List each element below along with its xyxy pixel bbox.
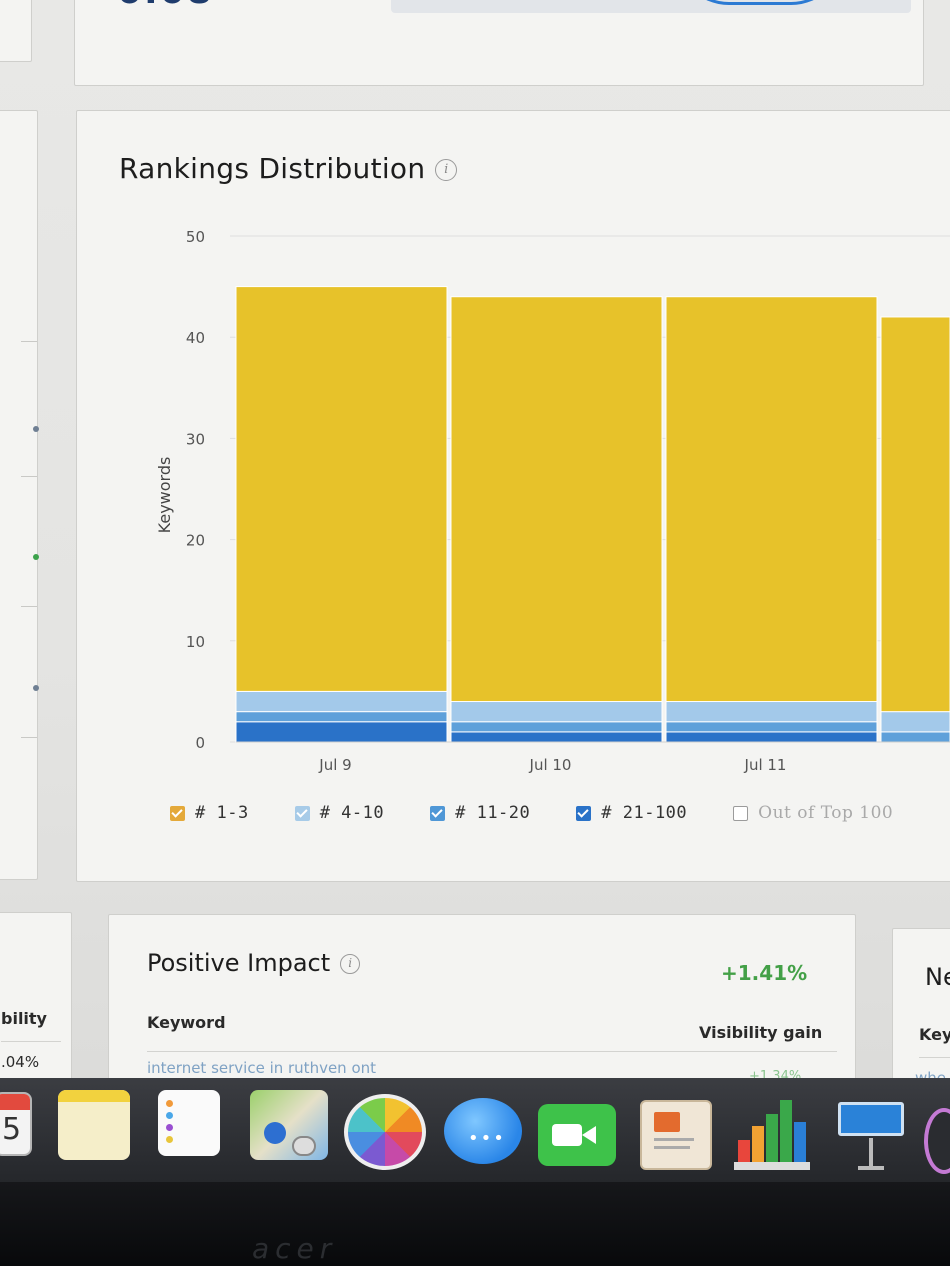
bar-segment — [665, 731, 878, 743]
bar-segment — [665, 721, 878, 733]
legend-checkbox[interactable] — [170, 805, 185, 821]
pages-icon[interactable] — [640, 1100, 712, 1170]
legend-label: # 4-10 — [319, 803, 385, 823]
legend-item[interactable]: # 11-20 — [430, 803, 530, 823]
left-trend-card — [0, 110, 39, 880]
trend-point — [33, 554, 39, 560]
rankings-title: Rankings Distribution i — [119, 152, 458, 185]
visibility-value: 0.08 — [117, 0, 214, 12]
right-col-header: Key — [919, 1025, 950, 1044]
negative-impact-card: Ne Key whe — [892, 928, 950, 1080]
bar-segment — [880, 316, 950, 713]
visibility-card: 0.08 — [74, 0, 924, 86]
positive-impact-title: Positive Impact i — [147, 949, 361, 977]
positive-impact-title-text: Positive Impact — [147, 949, 331, 977]
y-tick-label: 50 — [186, 228, 205, 246]
y-tick-label: 40 — [186, 329, 205, 347]
y-tick-label: 0 — [195, 734, 205, 752]
messages-icon[interactable]: ••• — [444, 1098, 522, 1164]
visibility-gain-column-header[interactable]: Visibility gain — [699, 1023, 823, 1042]
keynote-icon[interactable] — [834, 1100, 908, 1172]
monitor-brand-logo: acer — [252, 1232, 338, 1265]
photos-icon[interactable] — [344, 1094, 426, 1170]
y-axis-label: Keywords — [155, 457, 174, 534]
left-col-value: .04% — [1, 1053, 40, 1071]
legend-label: # 11-20 — [455, 803, 531, 823]
info-icon[interactable]: i — [340, 954, 361, 974]
bar-segment — [450, 701, 663, 723]
calendar-day: 5 — [2, 1112, 22, 1147]
y-tick-label: 20 — [186, 532, 205, 550]
bar-segment — [880, 711, 950, 733]
rankings-title-text: Rankings Distribution — [119, 152, 426, 185]
bar-segment — [880, 731, 950, 743]
bar-segment — [450, 721, 663, 733]
facetime-icon[interactable] — [538, 1104, 616, 1166]
left-col-header: bility — [1, 1009, 47, 1028]
notes-icon[interactable] — [58, 1090, 130, 1160]
left-gridline — [21, 476, 37, 477]
keyword-column-header[interactable]: Keyword — [147, 1013, 226, 1032]
left-bottom-card: bility .04% — [0, 912, 72, 1080]
bar-segment — [235, 721, 448, 743]
legend-checkbox[interactable] — [430, 805, 446, 821]
positive-impact-card: Positive Impact i +1.41% Keyword Visibili… — [108, 914, 856, 1080]
bar-segment — [450, 296, 663, 703]
info-icon[interactable]: i — [435, 159, 458, 181]
trend-point — [33, 685, 39, 691]
total-visibility-gain: +1.41% — [721, 961, 808, 985]
bar-segment — [665, 296, 878, 703]
legend-label: # 1-3 — [195, 803, 249, 823]
legend-label: # 21-100 — [601, 803, 688, 823]
left-gridline — [21, 737, 37, 738]
negative-impact-title: Ne — [925, 963, 950, 991]
divider — [919, 1057, 950, 1058]
y-tick-label: 30 — [186, 430, 205, 448]
trend-point — [33, 426, 39, 432]
bar-segment — [665, 701, 878, 723]
bar-segment — [235, 690, 448, 713]
bar-segment — [450, 731, 663, 743]
legend-item[interactable]: # 1-3 — [170, 803, 249, 823]
top-left-card — [0, 0, 32, 62]
x-tick-label: Jul 9 — [318, 756, 351, 774]
screen: 0.08 Rankings Distribution i 50 40 30 20 10 0 K… — [0, 0, 950, 1080]
legend-checkbox[interactable] — [733, 805, 749, 821]
divider — [147, 1051, 837, 1052]
bar-segment — [235, 286, 448, 692]
keyword-gain: +1.34% — [749, 1069, 802, 1080]
calendar-icon[interactable]: 5 — [0, 1092, 32, 1156]
legend-item[interactable]: # 4-10 — [294, 803, 385, 823]
legend-item[interactable]: Out of Top 100 — [733, 803, 893, 823]
right-keyword-link[interactable]: whe — [915, 1069, 947, 1080]
legend-label: Out of Top 100 — [758, 803, 894, 823]
legend-checkbox[interactable] — [294, 805, 310, 821]
app-icon-partial[interactable] — [924, 1108, 950, 1174]
monitor-bezel — [0, 1182, 950, 1266]
keyword-link[interactable]: internet service in ruthven ont — [147, 1059, 377, 1077]
numbers-icon[interactable] — [734, 1100, 810, 1170]
left-gridline — [21, 606, 37, 607]
x-tick-label: Jul 10 — [529, 756, 572, 774]
divider — [1, 1041, 61, 1042]
x-tick-label: Jul 11 — [744, 756, 787, 774]
chart-legend: # 1-3 # 4-10 # 11-20 # 21-100 Out of Top 100 — [170, 798, 950, 828]
maps-icon[interactable] — [250, 1090, 328, 1160]
left-gridline — [21, 341, 37, 342]
legend-checkbox[interactable] — [576, 805, 592, 821]
reminders-icon[interactable] — [158, 1090, 220, 1156]
y-tick-label: 10 — [186, 633, 205, 651]
bar-segment — [235, 711, 448, 723]
legend-item[interactable]: # 21-100 — [576, 803, 687, 823]
